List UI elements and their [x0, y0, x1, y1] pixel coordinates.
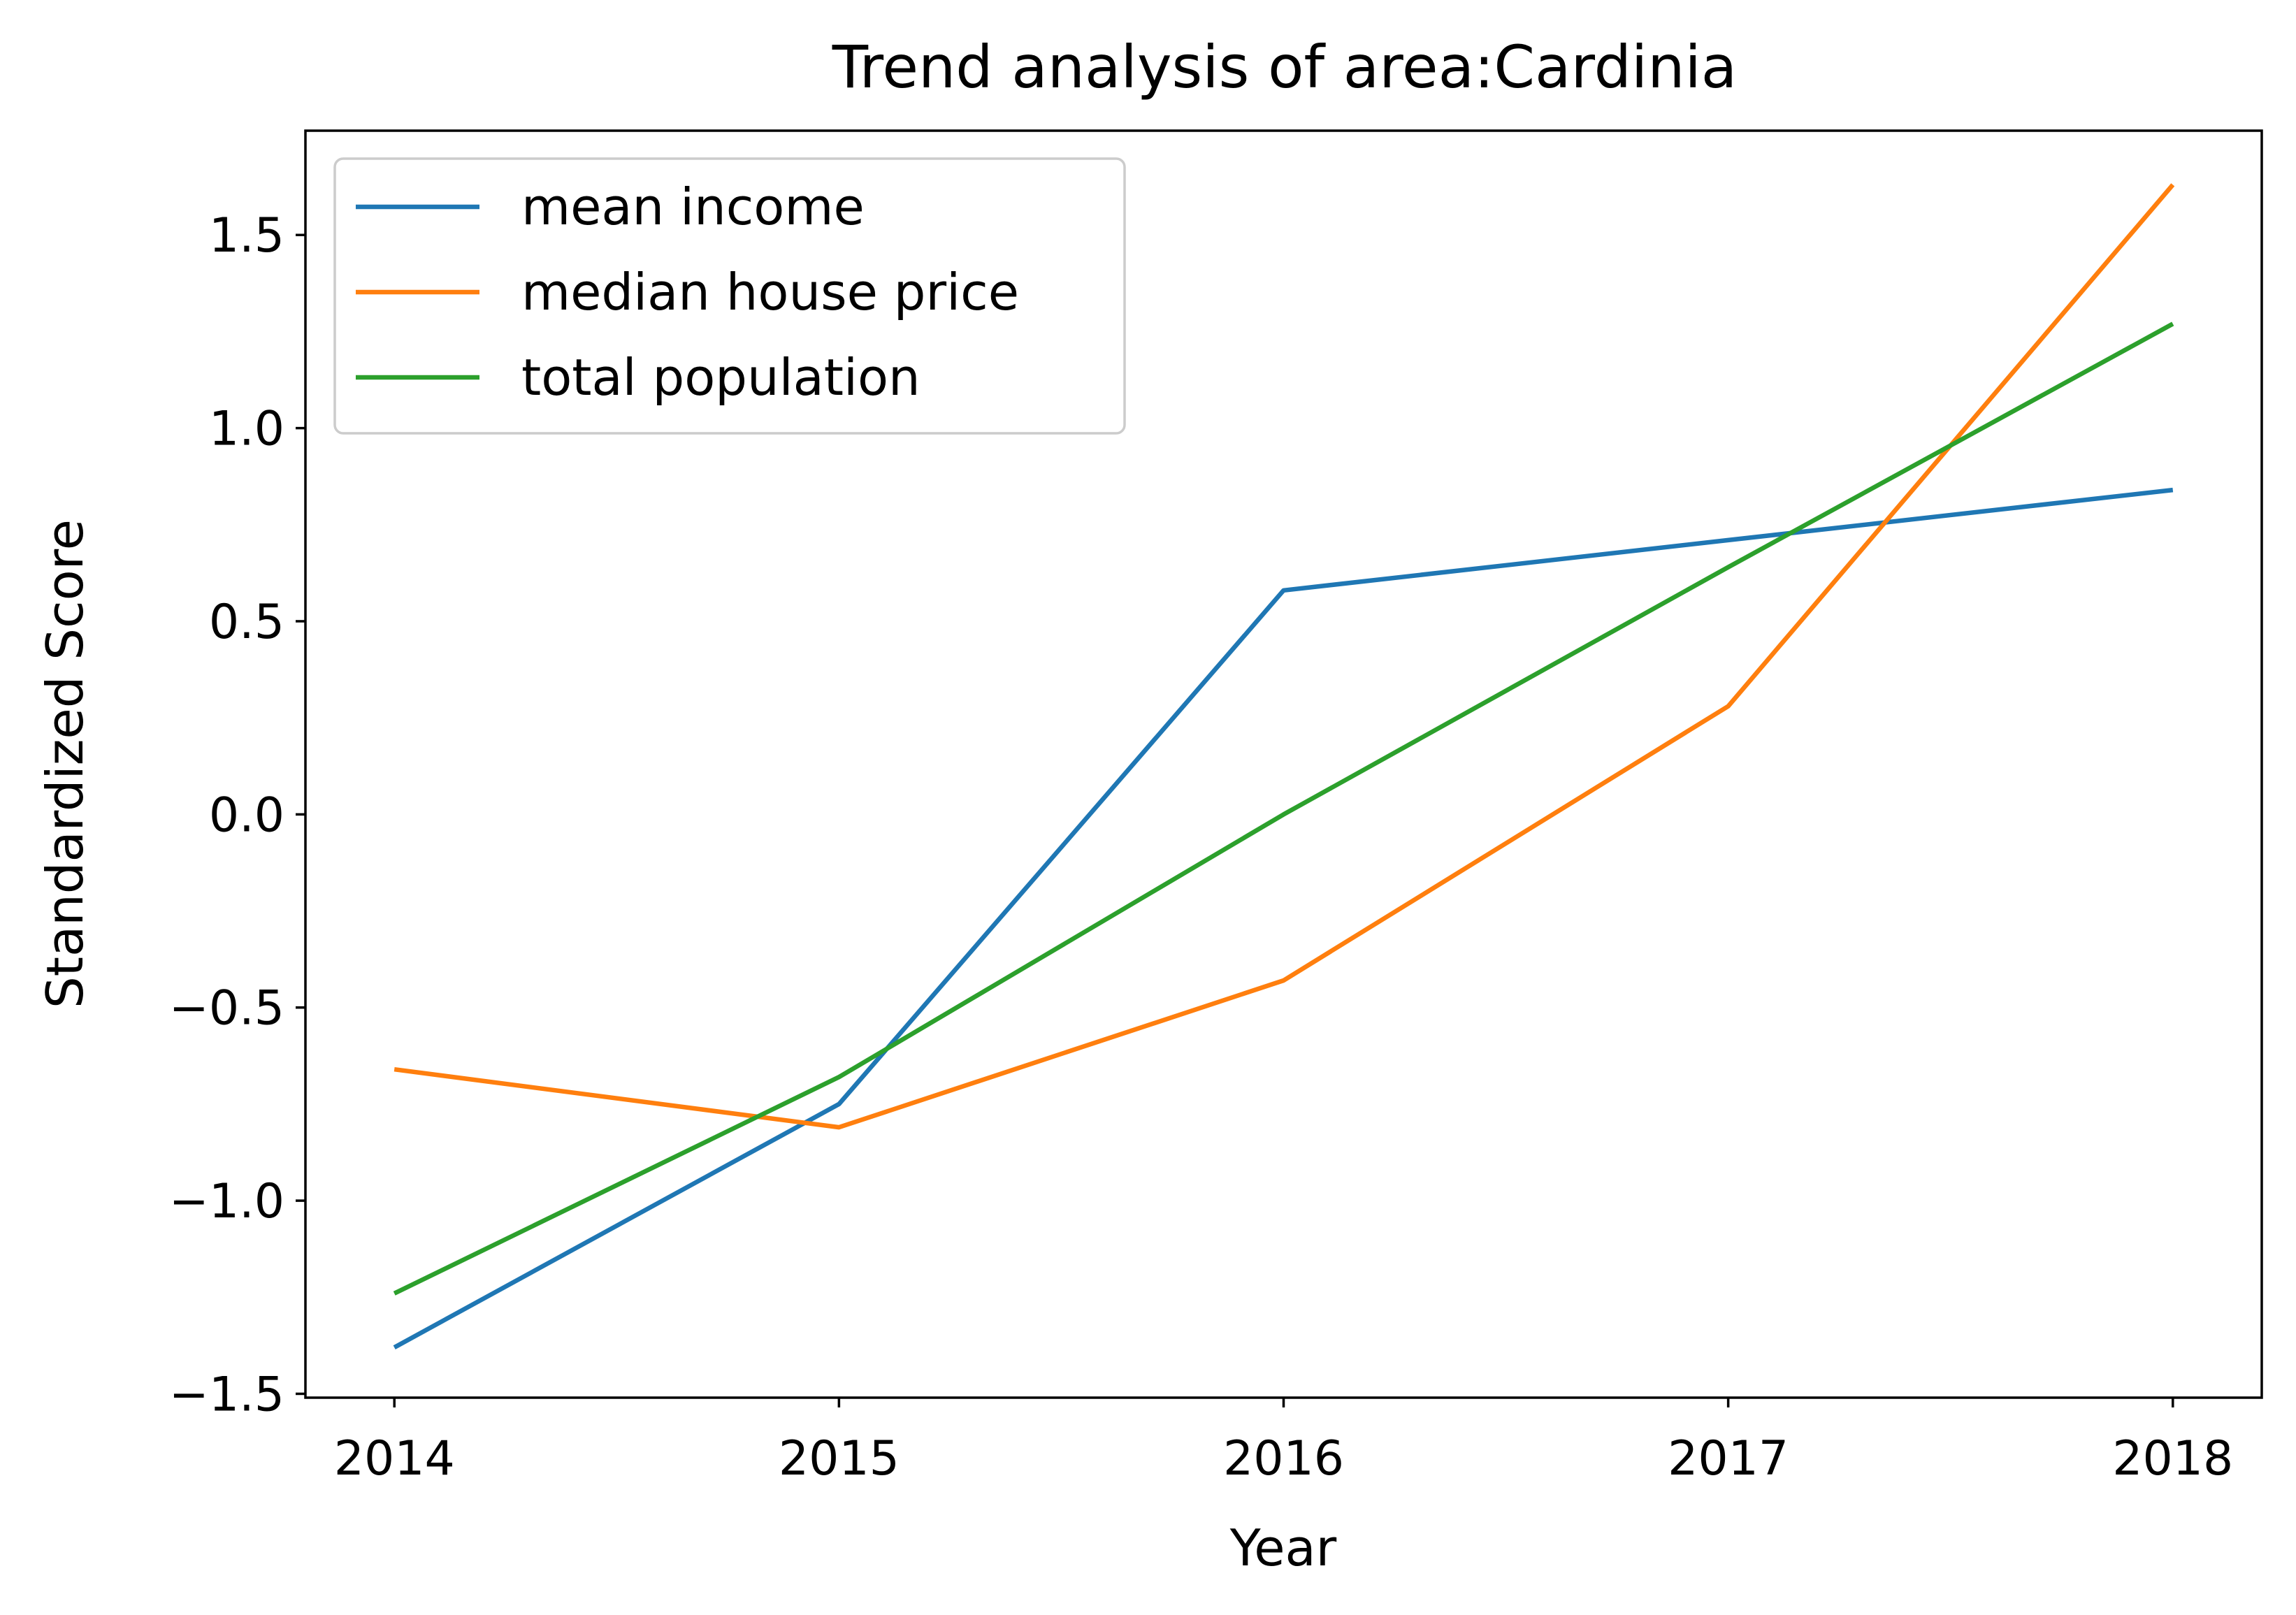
y-tick-label: −1.5: [169, 1367, 284, 1422]
y-tick-label: −1.0: [169, 1174, 284, 1229]
series-layer: [393, 183, 2175, 1349]
series-line-total-population: [393, 321, 2174, 1296]
y-tick-label: −0.5: [169, 981, 284, 1036]
y-axis: −1.5 −1.0 −0.5 0.0 0.5 1.0 1.5: [169, 208, 305, 1422]
y-tick-label: 1.0: [209, 402, 284, 457]
legend-items: mean income median house price total popul…: [356, 178, 1019, 407]
series-line-mean-income: [393, 487, 2174, 1349]
legend: mean income median house price total popul…: [333, 157, 1126, 435]
legend-box: [333, 157, 1126, 435]
y-tick-label: 0.5: [209, 595, 284, 650]
legend-label: mean income: [521, 178, 865, 236]
series-line-median-house-price: [394, 183, 2175, 1130]
y-tick-label: 1.5: [209, 208, 284, 263]
legend-label: total population: [521, 348, 920, 407]
x-axis-label: Year: [1229, 1519, 1337, 1577]
x-tick-label: 2014: [334, 1431, 455, 1486]
chart-title: Trend analysis of area:Cardinia: [832, 33, 1738, 101]
x-tick-label: 2017: [1668, 1431, 1789, 1486]
y-axis-label: Standardized Score: [36, 519, 94, 1008]
x-tick-label: 2016: [1223, 1431, 1344, 1486]
x-axis: 2014 2015 2016 2017 2018: [334, 1398, 2233, 1486]
x-tick-label: 2015: [779, 1431, 900, 1486]
legend-label: median house price: [521, 263, 1019, 321]
x-tick-label: 2018: [2112, 1431, 2233, 1486]
y-tick-label: 0.0: [209, 788, 284, 843]
